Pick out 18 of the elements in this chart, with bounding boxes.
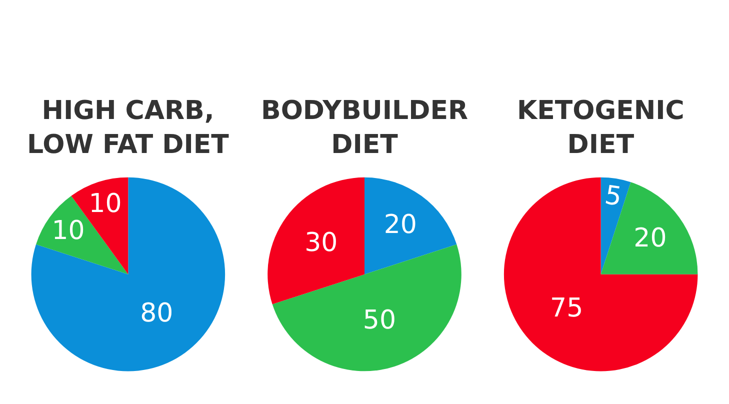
data-label: 80	[140, 298, 174, 329]
data-label: 5	[602, 180, 624, 213]
pie-slice	[31, 177, 226, 372]
data-label: 75	[550, 294, 584, 324]
pie-slice	[364, 177, 457, 274]
chart-title: BODYBUILDER DIET	[261, 96, 468, 160]
chart-title: HIGH CARB, LOW FAT DIET	[27, 96, 230, 160]
pie-slice	[268, 177, 364, 304]
data-label: 10	[52, 216, 85, 246]
data-label: 10	[88, 188, 122, 219]
pie-slice	[600, 182, 698, 274]
chart-title: KETOGENIC DIET	[517, 96, 684, 160]
pie-slice	[504, 177, 698, 372]
data-label: 30	[304, 228, 338, 258]
data-label: 20	[634, 223, 667, 254]
data-label: 50	[362, 305, 396, 336]
pie-slice	[600, 177, 631, 274]
data-label: 20	[384, 210, 417, 240]
